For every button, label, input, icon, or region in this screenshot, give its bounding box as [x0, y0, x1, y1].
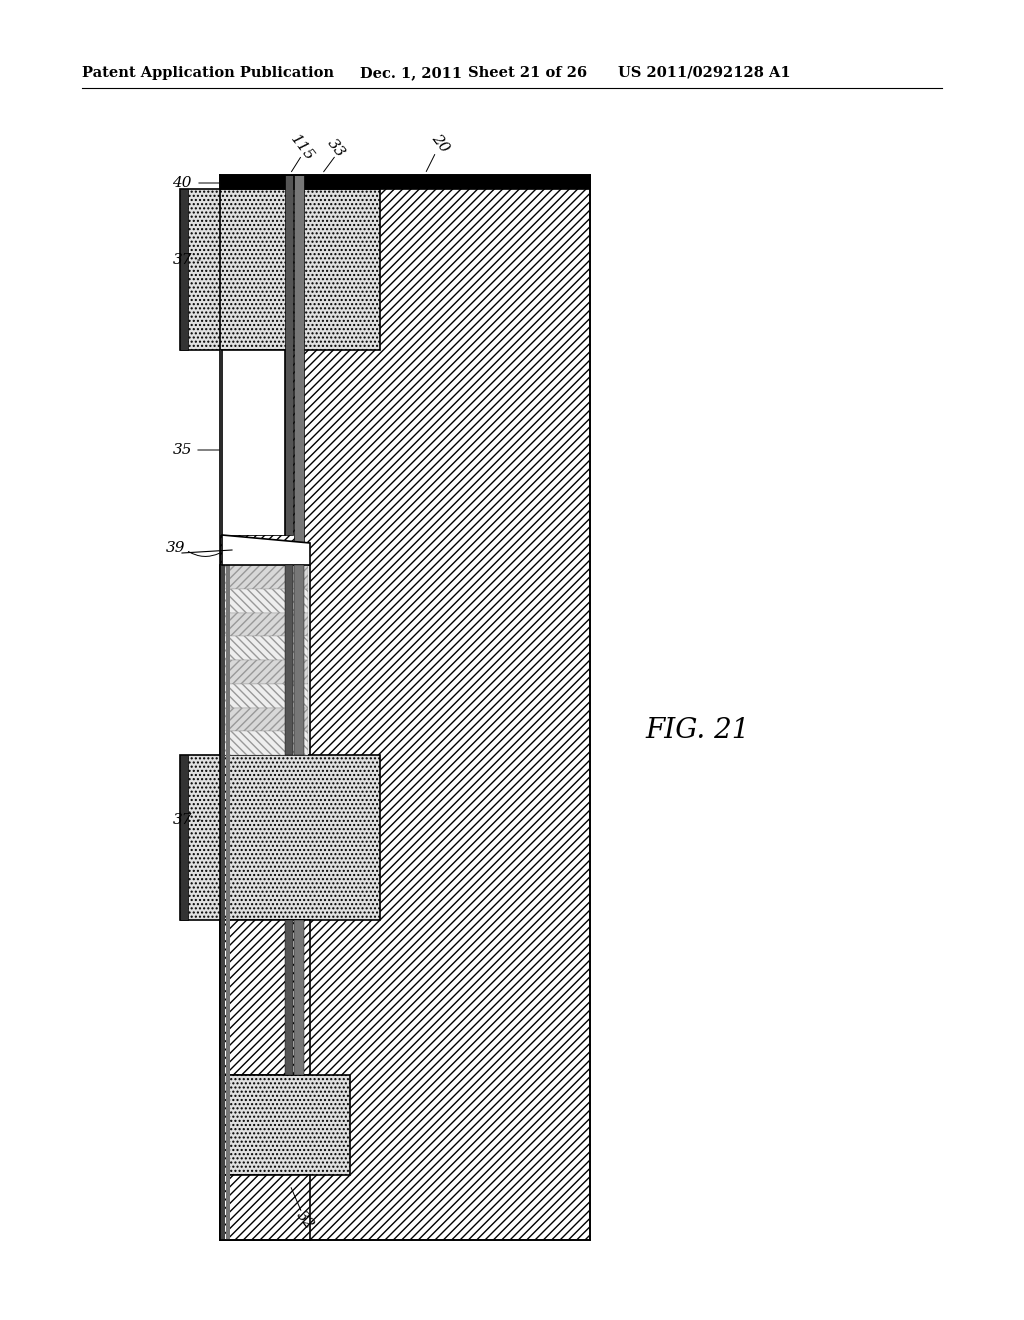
Bar	[222, 636, 308, 660]
Bar	[220, 755, 225, 920]
Bar	[285, 920, 293, 1074]
Text: FIG. 21: FIG. 21	[645, 717, 750, 743]
Bar	[222, 589, 308, 612]
Bar	[220, 1175, 310, 1239]
Text: US 2011/0292128 A1: US 2011/0292128 A1	[618, 66, 791, 81]
Bar	[222, 565, 308, 589]
Bar	[220, 176, 590, 1239]
Text: Sheet 21 of 26: Sheet 21 of 26	[468, 66, 587, 81]
Bar	[180, 755, 188, 920]
Bar	[294, 920, 304, 1074]
Bar	[222, 1074, 350, 1175]
Bar	[226, 1074, 230, 1175]
Bar	[220, 350, 285, 535]
Text: 37: 37	[172, 253, 193, 267]
Bar	[226, 755, 230, 920]
Bar	[220, 565, 310, 755]
Bar	[285, 176, 293, 535]
Polygon shape	[222, 535, 310, 565]
Bar	[222, 660, 308, 684]
Bar	[222, 731, 308, 755]
Text: 33: 33	[325, 136, 347, 160]
Text: 20: 20	[428, 131, 452, 154]
Bar	[220, 1175, 225, 1239]
Bar	[220, 176, 590, 189]
Bar	[294, 176, 304, 550]
Bar	[222, 189, 285, 535]
Bar	[226, 920, 230, 1074]
Bar	[180, 189, 188, 350]
Text: 115: 115	[288, 132, 316, 164]
Text: 32: 32	[294, 1208, 316, 1232]
Text: 40: 40	[172, 176, 193, 190]
Bar	[220, 920, 310, 1074]
Bar	[220, 920, 225, 1074]
FancyArrowPatch shape	[188, 552, 219, 557]
Text: 37: 37	[172, 813, 193, 828]
Bar	[226, 565, 230, 755]
Bar	[220, 565, 225, 755]
Text: Patent Application Publication: Patent Application Publication	[82, 66, 334, 81]
Bar	[226, 1175, 230, 1239]
Bar	[294, 565, 304, 755]
Bar	[180, 350, 220, 755]
Text: Dec. 1, 2011: Dec. 1, 2011	[360, 66, 462, 81]
Text: 39: 39	[166, 541, 185, 554]
Bar	[180, 755, 380, 920]
Bar	[220, 1074, 225, 1175]
Bar	[222, 684, 308, 708]
Bar	[222, 708, 308, 731]
Bar	[180, 189, 380, 350]
Bar	[222, 612, 308, 636]
Text: 35: 35	[172, 444, 193, 457]
Bar	[285, 565, 293, 755]
